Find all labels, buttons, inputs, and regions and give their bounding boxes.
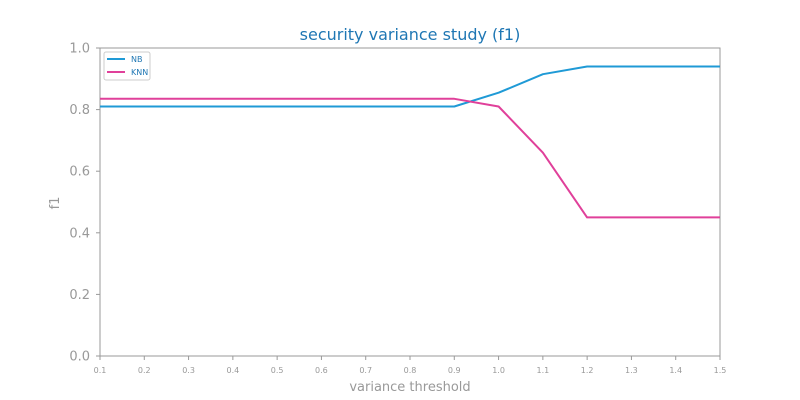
y-axis-label: f1 [48, 197, 63, 210]
x-tick-label: 0.1 [94, 366, 107, 375]
series-line-knn [100, 97, 720, 219]
x-tick-label: 1.0 [492, 366, 505, 375]
y-tick-label: 0.8 [69, 103, 90, 118]
y-tick-label: 0.6 [69, 165, 90, 180]
x-tick-label: 0.8 [404, 366, 417, 375]
x-axis-label: variance threshold [349, 380, 470, 395]
x-tick-label: 1.5 [714, 366, 727, 375]
y-tick-label: 0.0 [69, 350, 90, 365]
y-tick-label: 1.0 [69, 42, 90, 57]
x-tick-label: 1.4 [669, 366, 682, 375]
x-tick-label: 0.9 [448, 366, 461, 375]
y-tick-label: 0.2 [69, 288, 90, 303]
y-tick-label: 0.4 [69, 226, 90, 241]
y-axis-ticks: 0.0 0.2 0.4 0.6 0.8 1.0 [69, 42, 100, 365]
x-tick-label: 1.2 [581, 366, 594, 375]
x-axis-ticks: 0.1 0.2 0.3 0.4 0.5 0.6 0.7 0.8 0.9 1.0 1.1 1.2 1.3 1… [94, 356, 727, 375]
legend-label-knn: KNN [131, 68, 148, 77]
x-tick-label: 0.5 [271, 366, 284, 375]
legend: NB KNN [103, 51, 151, 81]
x-tick-label: 0.7 [359, 366, 372, 375]
x-tick-label: 0.4 [226, 366, 239, 375]
plot-frame [99, 47, 721, 357]
chart-title: security variance study (f1) [300, 25, 521, 44]
plot-area [99, 47, 721, 357]
x-tick-label: 1.1 [536, 366, 549, 375]
series-line-nb [100, 65, 720, 108]
x-tick-label: 0.3 [182, 366, 195, 375]
series-layer [100, 65, 720, 219]
x-tick-label: 0.6 [315, 366, 328, 375]
legend-label-nb: NB [131, 55, 142, 64]
x-tick-label: 1.3 [625, 366, 638, 375]
x-tick-label: 0.2 [138, 366, 151, 375]
